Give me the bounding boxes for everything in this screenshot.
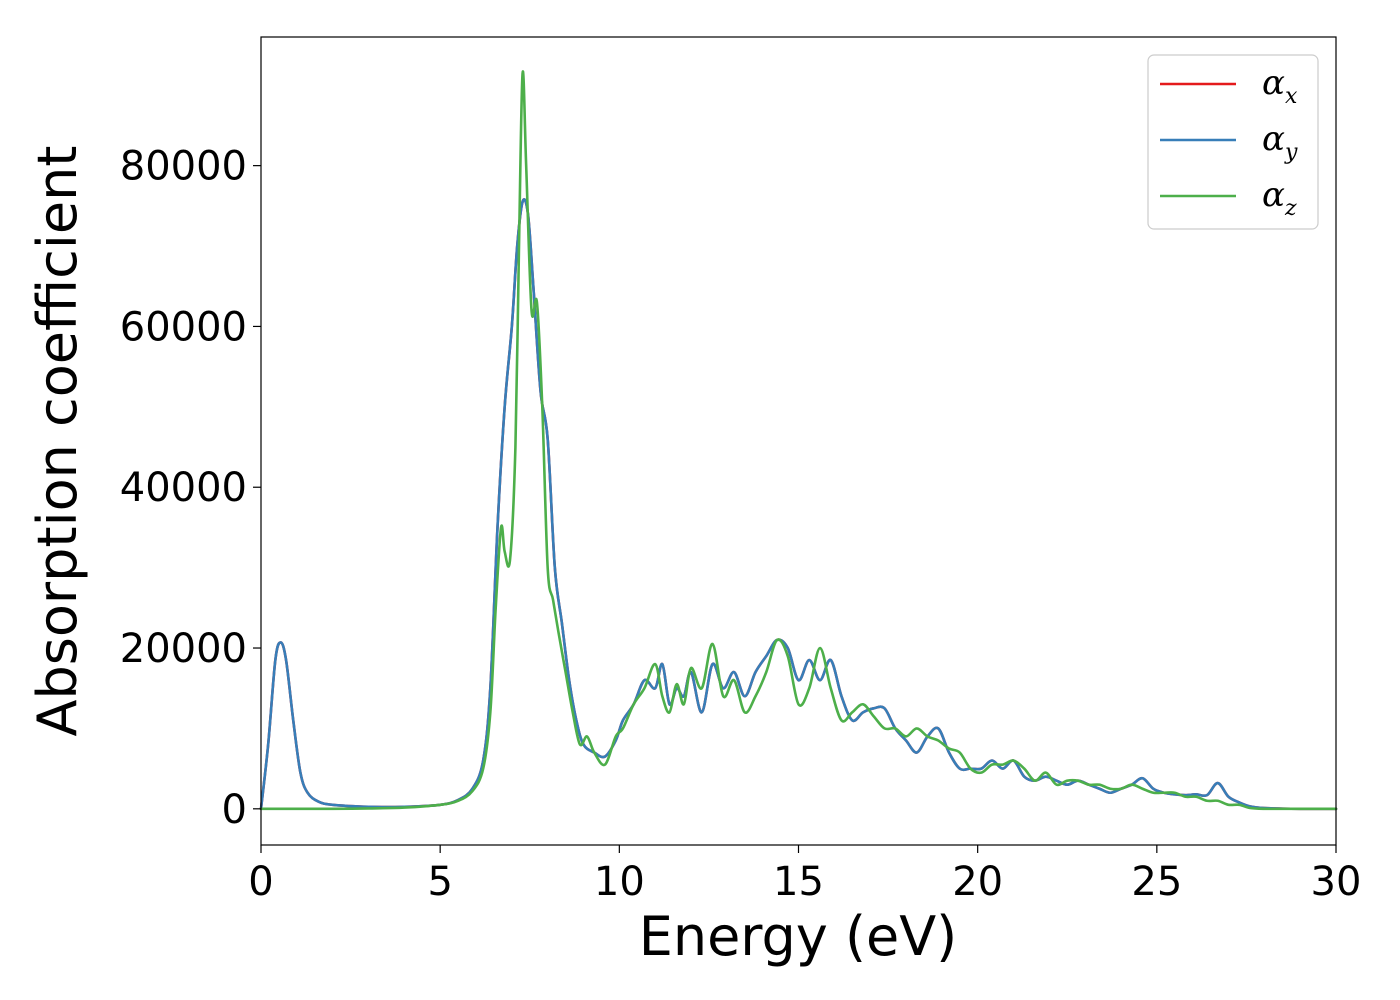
x-tick-label: 20: [952, 859, 1003, 905]
legend-label-x: αx: [1262, 63, 1298, 109]
legend-label-y: αy: [1262, 119, 1298, 165]
x-axis-label: Energy (eV): [639, 905, 958, 968]
x-tick-label: 0: [248, 859, 273, 905]
legend: αx αy αz: [1147, 54, 1319, 230]
y-axis: 0 20000 40000 60000 80000: [120, 144, 261, 833]
x-tick-label: 10: [594, 859, 645, 905]
legend-box: [1147, 54, 1319, 230]
y-axis-label: Absorption coefficient: [26, 146, 89, 737]
x-tick-label: 30: [1311, 859, 1362, 905]
y-tick-label: 80000: [120, 144, 247, 190]
y-tick-label: 20000: [120, 626, 247, 672]
x-tick-label: 5: [427, 859, 452, 905]
x-tick-label: 25: [1131, 859, 1182, 905]
x-tick-label: 15: [773, 859, 824, 905]
series-line-z: [259, 70, 1338, 811]
x-axis: 0 5 10 15 20 25 30: [248, 845, 1361, 905]
legend-label-z: αz: [1262, 175, 1297, 221]
series-layer: [259, 70, 1338, 811]
y-tick-label: 0: [222, 787, 247, 833]
series-line-y: [259, 198, 1338, 811]
y-tick-label: 60000: [120, 304, 247, 350]
y-tick-label: 40000: [120, 465, 247, 511]
